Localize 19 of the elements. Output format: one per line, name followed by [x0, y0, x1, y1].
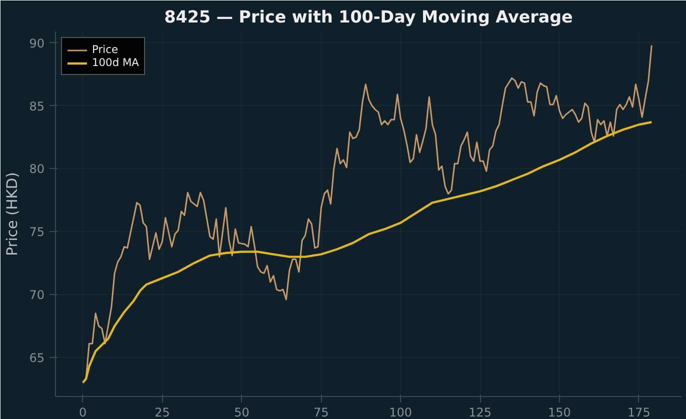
legend-label: Price: [92, 43, 118, 56]
x-tick-label: 150: [548, 406, 571, 419]
line-series: [82, 121, 653, 384]
x-tick-label: 125: [468, 406, 492, 419]
y-tick-label: 70: [29, 288, 45, 302]
y-tick-label: 75: [29, 225, 45, 240]
x-tick-label: 175: [627, 406, 650, 419]
x-tick-label: 50: [234, 406, 250, 419]
y-tick-label: 80: [29, 162, 45, 176]
x-tick-label: 100: [389, 406, 412, 419]
x-tick-label: 0: [79, 406, 87, 419]
legend-label: 100d MA: [92, 56, 139, 69]
chart-title: 8425 — Price with 100-Day Moving Average: [164, 8, 573, 26]
y-tick-label: 85: [29, 99, 45, 114]
y-tick-label: 90: [29, 36, 45, 50]
y-axis-title: Price (HKD): [4, 172, 22, 256]
y-tick-label: 65: [29, 350, 45, 365]
x-tick-label: 25: [154, 406, 170, 419]
x-tick-label: 75: [314, 406, 329, 419]
